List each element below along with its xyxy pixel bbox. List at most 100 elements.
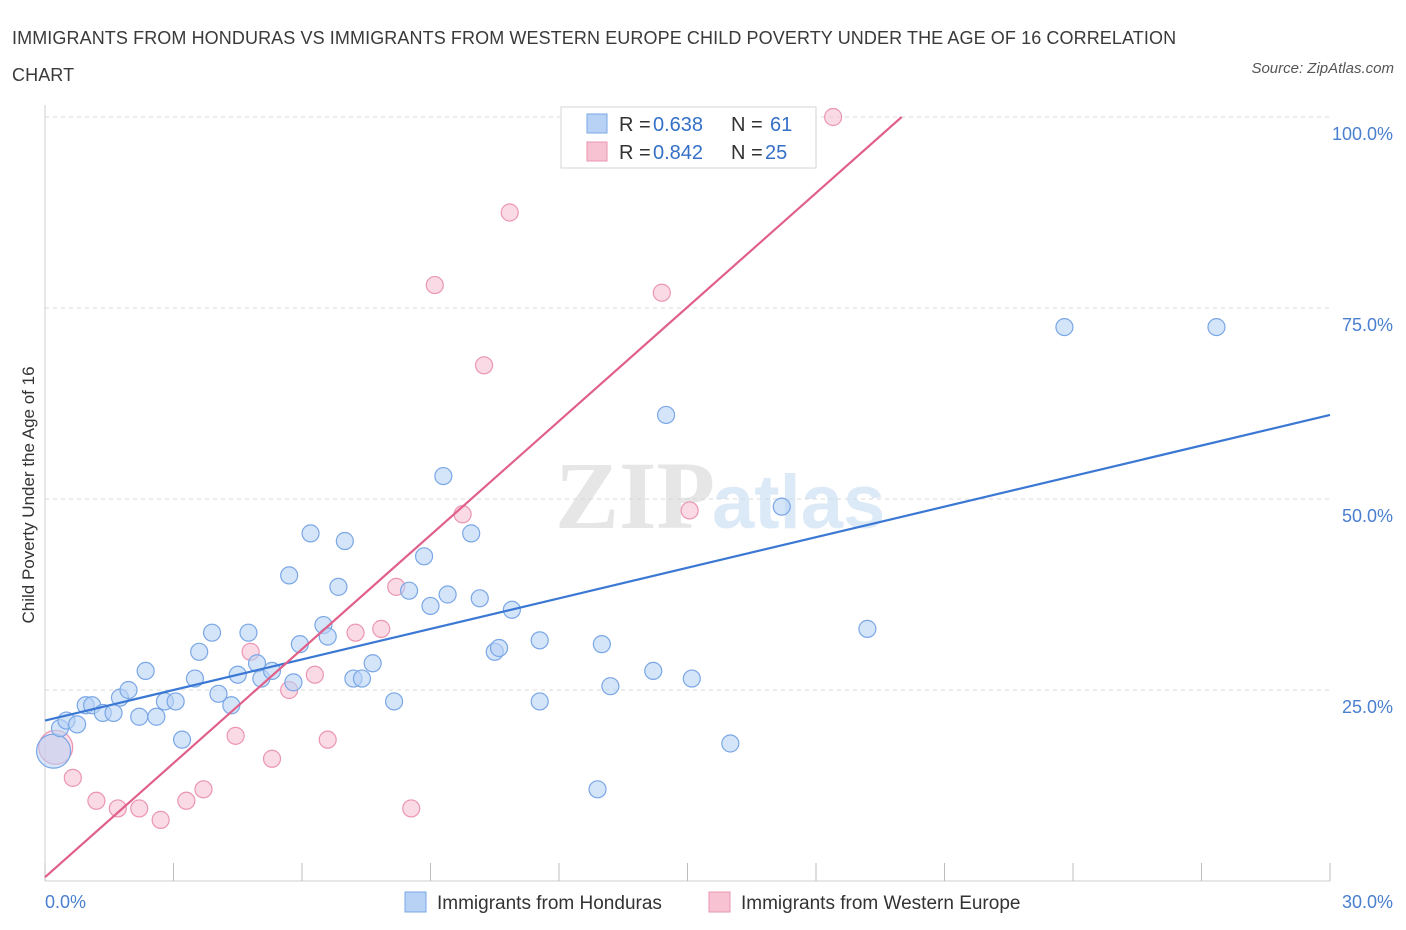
stats-legend: R = 0.638 N = 61 R = 0.842 N = 25 (560, 106, 817, 169)
point-honduras-10 (130, 707, 149, 726)
point-western-europe-5 (151, 810, 170, 829)
x-tick-label-1: 30.0% (1342, 892, 1393, 912)
legend-r-label-honduras: R = (619, 114, 651, 136)
point-western-europe-22 (652, 283, 671, 302)
point-honduras-0 (35, 733, 72, 769)
point-honduras-44 (470, 589, 489, 608)
point-western-europe-18 (425, 275, 444, 295)
point-honduras-29 (301, 524, 320, 543)
point-western-europe-6 (177, 791, 196, 810)
watermark-zip: ZIP (555, 442, 715, 549)
x-tick-labels: 0.0% 30.0% (45, 892, 1393, 912)
x-tick-label-0: 0.0% (45, 892, 86, 912)
point-honduras-22 (239, 623, 258, 642)
chart-title: IMMIGRANTS FROM HONDURAS VS IMMIGRANTS F… (12, 28, 1177, 85)
y-tick-label-1: 50.0% (1342, 506, 1393, 526)
legend-n-value-western-europe: 25 (765, 142, 787, 164)
point-western-europe-24 (824, 107, 843, 127)
legend-n-label-western-europe: N = (731, 142, 763, 164)
point-western-europe-8 (226, 726, 245, 745)
point-honduras-53 (644, 661, 663, 681)
point-western-europe-20 (474, 356, 494, 375)
point-honduras-42 (438, 585, 457, 604)
legend-r-value-honduras: 0.638 (653, 114, 703, 136)
point-western-europe-12 (305, 665, 324, 684)
point-honduras-54 (656, 405, 676, 425)
y-axis-label: Child Poverty Under the Age of 16 (19, 366, 38, 623)
trend-line-honduras (44, 413, 1331, 722)
point-western-europe-21 (500, 203, 519, 222)
bottom-legend-label-western-europe: Immigrants from Western Europe (741, 893, 1020, 914)
point-western-europe-17 (402, 799, 421, 818)
point-honduras-27 (284, 673, 303, 692)
trend-lines (44, 116, 1331, 879)
point-western-europe-15 (372, 619, 391, 638)
watermark-atlas: atlas (712, 460, 885, 545)
point-honduras-31 (318, 627, 337, 646)
legend-swatch-honduras (586, 113, 608, 134)
point-honduras-51 (592, 635, 611, 654)
point-honduras-19 (209, 684, 228, 703)
point-honduras-7 (104, 703, 123, 723)
point-western-europe-13 (318, 730, 337, 749)
point-honduras-37 (384, 692, 404, 711)
point-western-europe-14 (346, 623, 365, 642)
point-honduras-52 (601, 677, 620, 696)
point-honduras-58 (858, 619, 877, 638)
point-western-europe-19 (453, 505, 472, 524)
point-honduras-17 (190, 642, 209, 661)
legend-r-label-western-europe: R = (619, 142, 651, 164)
point-honduras-26 (280, 566, 299, 585)
grid-lines (45, 116, 1330, 691)
point-honduras-9 (119, 680, 138, 700)
legend-n-value-honduras: 61 (770, 114, 792, 136)
point-honduras-35 (352, 669, 372, 688)
point-western-europe-7 (194, 780, 213, 799)
point-western-europe-1 (63, 768, 82, 787)
point-honduras-50 (588, 780, 607, 799)
point-honduras-33 (335, 531, 354, 551)
point-honduras-12 (147, 707, 166, 726)
point-honduras-43 (462, 524, 481, 543)
y-tick-label-3: 100.0% (1332, 124, 1393, 144)
point-honduras-40 (421, 596, 440, 616)
axes (44, 105, 1331, 882)
watermark: ZIP atlas (555, 442, 885, 549)
point-honduras-32 (329, 577, 348, 596)
point-honduras-14 (166, 692, 185, 711)
point-honduras-36 (363, 654, 382, 673)
series-honduras-points (35, 318, 1226, 799)
point-honduras-41 (434, 466, 453, 486)
point-honduras-3 (68, 715, 87, 734)
point-honduras-59 (1055, 318, 1074, 337)
point-western-europe-23 (680, 501, 699, 520)
point-honduras-49 (530, 692, 549, 711)
point-western-europe-10 (262, 749, 282, 768)
point-western-europe-3 (108, 799, 127, 818)
source-label: Source: ZipAtlas.com (1251, 60, 1394, 77)
bottom-legend-swatch-honduras (404, 891, 427, 913)
point-honduras-56 (721, 734, 740, 753)
point-western-europe-2 (87, 791, 106, 810)
legend-n-label-honduras: N = (731, 114, 763, 136)
legend-swatch-western-europe (586, 141, 608, 162)
point-honduras-57 (772, 497, 791, 516)
point-honduras-48 (530, 631, 549, 650)
point-honduras-46 (489, 638, 509, 658)
y-tick-labels: 25.0% 50.0% 75.0% 100.0% (1332, 124, 1393, 717)
y-tick-label-2: 75.0% (1342, 315, 1393, 335)
legend-r-value-western-europe: 0.842 (653, 142, 703, 164)
bottom-legend-label-honduras: Immigrants from Honduras (437, 893, 662, 914)
point-honduras-39 (414, 547, 434, 566)
point-honduras-18 (202, 623, 222, 642)
bottom-legend-swatch-western-europe (708, 891, 731, 913)
series-legend: Immigrants from Honduras Immigrants from… (404, 891, 1020, 914)
point-honduras-38 (399, 581, 419, 600)
point-honduras-15 (172, 730, 192, 749)
trend-line-western-europe (44, 116, 903, 879)
point-western-europe-4 (130, 799, 149, 818)
y-tick-label-0: 25.0% (1342, 697, 1393, 717)
point-honduras-11 (136, 661, 155, 681)
point-honduras-55 (682, 669, 701, 688)
